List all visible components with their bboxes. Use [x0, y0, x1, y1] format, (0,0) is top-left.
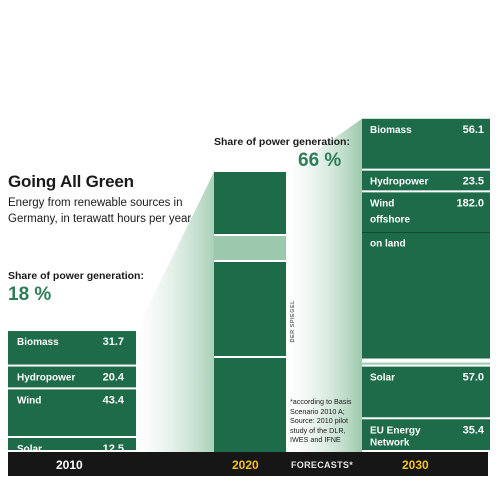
segment-label-hydropower-2010: Hydropower — [17, 373, 75, 384]
chart-title: Going All Green — [8, 172, 134, 191]
segment-label-solar-2030: Solar — [370, 373, 395, 384]
segment-value-hydropower-2010: 20.4 — [103, 372, 125, 384]
share-2030-value: 66 % — [298, 150, 342, 171]
segment-label-geothermal-2030: Geothermal — [370, 354, 426, 365]
segment-label-biomass-2030: Biomass — [370, 125, 412, 136]
segment-label-solar-2010: Solar — [17, 444, 42, 455]
segment-label-wind-2030: Wind — [370, 198, 394, 209]
share-2010-label: Share of power generation: — [8, 270, 144, 282]
segment-solar-2030 — [362, 366, 490, 418]
segment-label-hydropower-2030: Hydropower — [370, 177, 428, 188]
footnote: *according to Basis Scenario 2010 A; Sou… — [290, 397, 352, 445]
axis-label-2020: 2020 — [232, 458, 259, 472]
segment-wind-2030 — [362, 192, 490, 359]
segment-2020-2 — [214, 262, 286, 356]
segment-value-wind-2010: 43.4 — [103, 394, 125, 406]
axis-label-2030: 2030 — [402, 458, 429, 472]
segment-2020-3 — [214, 236, 286, 260]
segment-label-biomass-2010: Biomass — [17, 337, 59, 348]
segment-value-eu-energy-network-2030: 35.4 — [463, 424, 485, 436]
share-2010-value: 18 % — [8, 284, 52, 305]
segment-label-eu-energy-network-2030: EU Energy Network — [370, 425, 421, 448]
share-2030-label: Share of power generation: — [214, 136, 350, 148]
segment-solar-2010 — [8, 438, 136, 450]
credit-der-spiegel: DER SPIEGEL — [290, 300, 296, 343]
segment-hydropower-2010 — [8, 366, 136, 388]
wind-sublabel-on-land: on land — [370, 238, 406, 249]
segment-value-biomass-2010: 31.7 — [103, 336, 124, 348]
segment-value-hydropower-2030: 23.5 — [463, 176, 484, 188]
fan-2010-2020 — [136, 172, 214, 452]
segment-hydropower-2030 — [362, 170, 490, 191]
segment-biomass-2030 — [362, 118, 490, 169]
wind-sublabel-offshore: offshore — [370, 214, 410, 225]
chart-subtitle: Energy from renewable sources in Germany… — [8, 197, 192, 225]
segment-2020-1 — [214, 358, 286, 452]
segment-2020-4 — [214, 172, 286, 234]
segment-value-solar-2030: 57.0 — [463, 372, 484, 384]
fan-2020-2030 — [286, 118, 362, 452]
segment-label-wind-2010: Wind — [17, 395, 41, 406]
segment-value-wind-2030: 182.0 — [456, 197, 484, 209]
forecasts-label: FORECASTS* — [291, 460, 354, 470]
segment-biomass-2010 — [8, 331, 136, 365]
segment-eu-energy-network-2030 — [362, 419, 490, 450]
axis-label-2010: 2010 — [56, 458, 83, 472]
segment-value-biomass-2030: 56.1 — [463, 124, 484, 136]
segment-wind-2010 — [8, 389, 136, 436]
axis-bar — [8, 452, 488, 476]
